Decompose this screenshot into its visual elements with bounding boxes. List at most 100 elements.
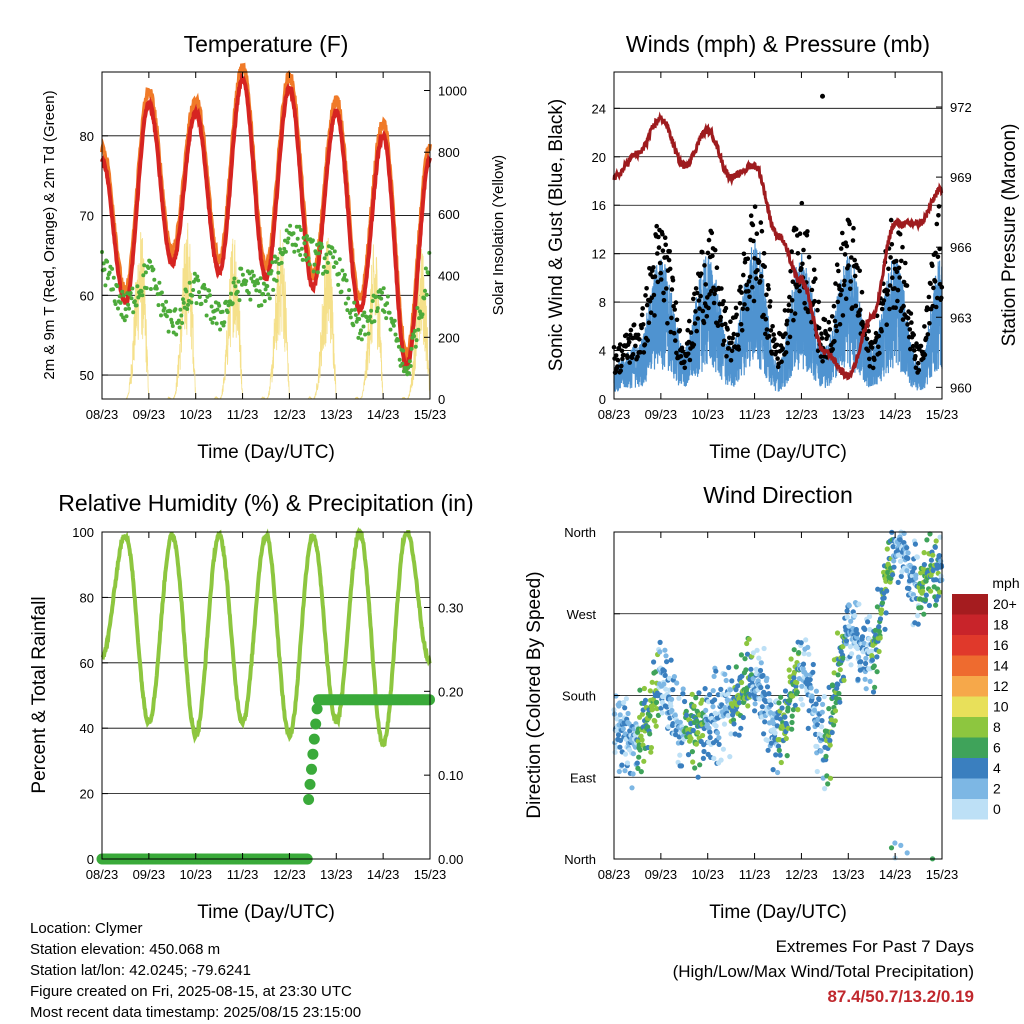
gust-point [918,343,924,349]
direction-point [821,694,827,700]
dewpoint-point [413,344,418,349]
dewpoint-point [248,297,253,302]
gust-point [735,332,740,338]
direction-point [837,699,843,705]
direction-point [933,602,939,608]
gust-point [856,312,862,318]
direction-point [654,706,660,712]
direction-point [789,713,795,719]
dewpoint-point [240,282,244,287]
direction-point [814,743,820,750]
direction-point [933,538,939,544]
direction-point [647,713,653,719]
gust-point [726,346,731,351]
gust-point [619,348,625,354]
direction-point [935,593,942,599]
gust-point [819,336,825,341]
temperature-frame [101,71,431,400]
dewpoint-point [375,309,379,314]
dewpoint-point [127,306,131,311]
gust-point [766,286,771,292]
gust-point [797,231,803,236]
direction-point [733,664,739,670]
dewpoint-point [326,260,330,265]
gust-point [637,337,642,342]
dewpoint-point [250,269,255,274]
dewpoint-point [298,253,303,257]
gust-point [784,318,790,324]
rh-xtick-label: 09/23 [133,867,166,882]
gust-point [911,332,916,338]
wind-xtick-label: 09/23 [645,407,678,422]
dewpoint-point [107,270,112,275]
dewpoint-point [101,261,106,266]
gust-point [633,343,638,349]
dewpoint-point [342,272,347,277]
gust-point [844,243,850,249]
gust-point [709,288,714,294]
dewpoint-point [316,251,321,256]
wind-y2tick-label: 966 [950,240,972,255]
direction-point [635,765,641,772]
gust-point [721,299,726,304]
dewpoint-point [370,299,375,303]
direction-point [755,678,761,684]
direction-point [882,626,888,632]
direction-point [798,696,804,702]
dewpoint-point [118,300,123,305]
rh-xtick-label: 15/23 [414,867,447,882]
dewpoint-point [226,303,231,308]
direction-point [830,683,836,689]
humidity-xlabel: Time (Day/UTC) [197,902,335,923]
wind-ytick-label: 24 [592,101,606,116]
direction-point [722,705,728,711]
gust-point [701,320,707,326]
extremes-subtitle: (High/Low/Max Wind/Total Precipitation) [672,962,974,981]
direction-point [730,717,737,723]
direction-point [776,700,782,706]
dir-xtick-label: 09/23 [645,867,678,882]
winds-xlabel: Time (Day/UTC) [709,442,847,463]
direction-point [674,680,680,686]
direction-point [788,656,794,662]
gust-point [925,332,931,337]
gust-point [841,282,847,288]
gust-point [873,330,879,336]
direction-point [779,705,785,711]
direction-point [805,644,811,651]
gust-point [788,308,794,314]
direction-point [874,604,881,610]
gust-point [672,307,677,312]
direction-point [854,645,861,652]
gust-point [901,303,906,309]
direction-point [725,713,731,719]
gust-point [899,258,904,264]
direction-point [775,743,782,749]
latlon-text: Station lat/lon: 42.0245; -79.6241 [30,962,252,979]
gust-point [783,331,788,337]
temp2m-series [100,72,432,372]
direction-point [677,752,683,758]
gust-point [640,306,645,311]
legend-swatch [952,799,988,820]
temperature-ylabel-right: Solar Insolation (Yellow) [490,155,507,315]
direction-point [770,767,776,773]
direction-point [662,647,668,653]
dewpoint-point [345,308,350,313]
gust-point [935,295,940,301]
dewpoint-point [218,327,223,332]
extremes-box: Extremes For Past 7 Days (High/Low/Max W… [673,934,974,1009]
temp-y2tick-label: 600 [438,207,460,222]
direction-point [867,613,873,620]
direction-point [824,773,830,779]
gust-point [765,283,771,288]
direction-point [639,711,646,717]
gust-point [691,296,696,302]
dewpoint-point [360,313,365,318]
dewpoint-point [215,307,220,312]
dewpoint-point [400,361,405,366]
gust-point [711,300,717,306]
dewpoint-point [351,323,356,328]
gust-point [706,305,711,311]
gust-point [865,348,871,353]
